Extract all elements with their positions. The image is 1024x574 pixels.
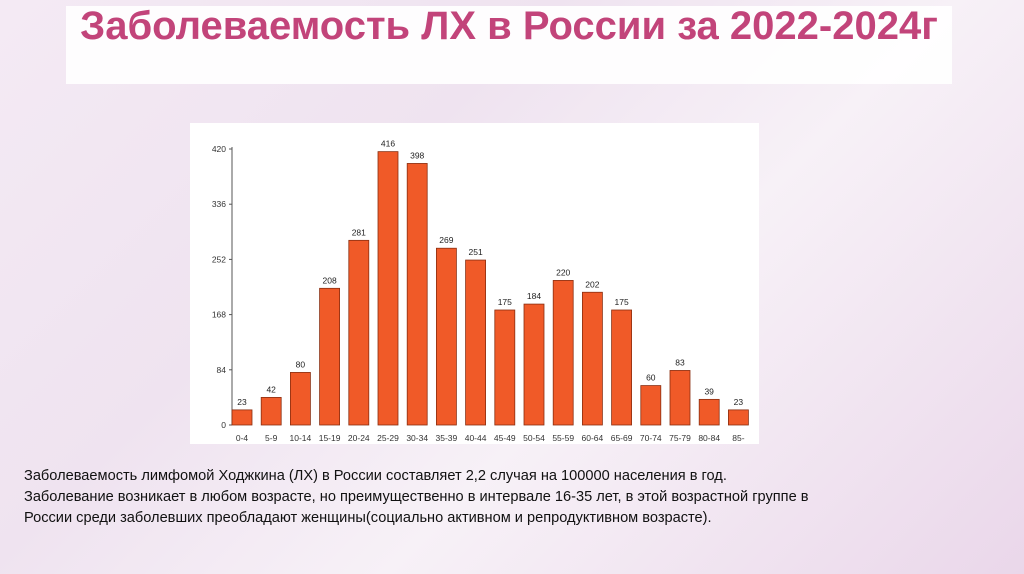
- data-label: 251: [469, 247, 483, 257]
- bar: [290, 372, 311, 426]
- bar: [611, 309, 633, 426]
- x-tick-label: 30-34: [406, 433, 428, 443]
- x-tick-label: 50-54: [523, 433, 545, 443]
- data-label: 184: [527, 291, 541, 301]
- data-label: 60: [646, 373, 656, 383]
- data-label: 416: [381, 139, 395, 149]
- chart-panel: 0 84 168 252 336 420 23 0-4 42 5-9 80 10-14 208 15-19…: [190, 123, 759, 444]
- x-tick-label: 40-44: [465, 433, 487, 443]
- bar: [581, 291, 603, 426]
- x-tick-label: 65-69: [611, 433, 633, 443]
- bar: [669, 370, 691, 426]
- data-label: 80: [296, 359, 306, 369]
- x-tick-label: 15-19: [319, 433, 341, 443]
- x-tick-label: 60-64: [582, 433, 604, 443]
- bar: [260, 396, 282, 426]
- x-tick-label: 80-84: [698, 433, 720, 443]
- bar: [406, 163, 428, 426]
- slide-title: Заболеваемость ЛХ в России за 2022-2024г: [80, 4, 938, 48]
- bar: [698, 398, 720, 426]
- data-label: 23: [734, 397, 744, 407]
- data-label: 42: [266, 384, 276, 394]
- bar: [319, 287, 341, 426]
- x-tick-label: 70-74: [640, 433, 662, 443]
- x-tick-label: 55-59: [552, 433, 574, 443]
- data-label: 83: [675, 357, 685, 367]
- data-label: 281: [352, 227, 366, 237]
- x-tick-label: 10-14: [290, 433, 312, 443]
- bar: [523, 303, 545, 426]
- data-label: 208: [323, 275, 337, 285]
- x-tick-label: 5-9: [265, 433, 278, 443]
- bar: [552, 280, 574, 426]
- y-tick-label: 168: [212, 310, 226, 320]
- bar: [231, 409, 253, 426]
- bar: [435, 247, 457, 426]
- bar: [640, 385, 662, 426]
- description-line-1: Заболеваемость лимфомой Ходжкина (ЛХ) в …: [24, 468, 727, 484]
- bar: [465, 259, 487, 426]
- data-label: 269: [439, 235, 453, 245]
- bar: [728, 409, 749, 426]
- x-tick-label: 35-39: [436, 433, 458, 443]
- x-tick-label: 45-49: [494, 433, 516, 443]
- data-label: 202: [585, 279, 599, 289]
- data-label: 39: [704, 386, 714, 396]
- data-label: 23: [237, 397, 247, 407]
- y-tick-label: 252: [212, 254, 226, 264]
- bar-chart: 0 84 168 252 336 420 23 0-4 42 5-9 80 10-14 208 15-19…: [212, 139, 749, 443]
- description-text: Заболеваемость лимфомой Ходжкина (ЛХ) в …: [24, 466, 1004, 529]
- x-tick-label: 75-79: [669, 433, 691, 443]
- bar: [494, 309, 516, 426]
- x-tick-label: 85-: [732, 433, 744, 443]
- y-tick-label: 336: [212, 199, 226, 209]
- x-tick-label: 25-29: [377, 433, 399, 443]
- data-label: 175: [615, 297, 629, 307]
- y-tick-label: 420: [212, 144, 226, 154]
- x-tick-label: 0-4: [236, 433, 249, 443]
- title-background: [66, 6, 952, 84]
- x-tick-label: 20-24: [348, 433, 370, 443]
- description-line-2: Заболевание возникает в любом возрасте, …: [24, 489, 809, 505]
- y-tick-label: 84: [217, 365, 227, 375]
- bar: [377, 151, 399, 426]
- data-label: 175: [498, 297, 512, 307]
- bar: [348, 239, 370, 426]
- data-label: 220: [556, 267, 570, 277]
- y-tick-label: 0: [221, 420, 226, 430]
- data-label: 398: [410, 150, 424, 160]
- description-line-3: России среди заболевших преобладают женщ…: [24, 510, 712, 526]
